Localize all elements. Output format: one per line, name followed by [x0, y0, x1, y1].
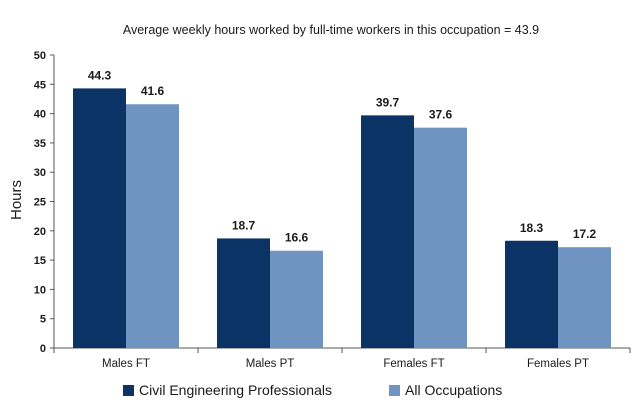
plot-area: 0 5 10 15 20 25 30 35 40 45 50 44.3 41.6 Males FT 18.7…	[34, 50, 631, 370]
bar-series-2-males-ft	[126, 104, 179, 348]
y-tick-label: 40	[34, 109, 46, 121]
y-tick-label: 15	[34, 255, 46, 267]
legend-swatch-series-2	[389, 385, 400, 396]
legend: Civil Engineering Professionals All Occup…	[123, 382, 502, 398]
legend-label: Civil Engineering Professionals	[139, 382, 332, 398]
y-tick-label: 0	[40, 343, 46, 355]
bar-series-2-females-ft	[414, 127, 467, 348]
y-tick-label: 25	[34, 197, 46, 209]
y-tick-label: 30	[34, 167, 46, 179]
bar-series-2-males-pt	[270, 250, 323, 348]
data-label: 17.2	[573, 227, 597, 241]
y-tick-label: 10	[34, 284, 46, 296]
x-category-label: Males PT	[246, 358, 295, 370]
data-label: 39.7	[376, 95, 400, 109]
y-tick-label: 45	[34, 79, 46, 91]
y-tick-label: 20	[34, 226, 46, 238]
x-category-label: Males FT	[102, 358, 150, 370]
legend-swatch-series-1	[123, 385, 134, 396]
bar-series-1-males-pt	[217, 238, 270, 348]
bar-series-2-females-pt	[558, 247, 611, 348]
chart-title: Average weekly hours worked by full-time…	[123, 23, 539, 37]
data-label: 37.6	[429, 108, 453, 122]
y-tick-label: 50	[34, 50, 46, 62]
data-label: 18.7	[232, 218, 256, 232]
bar-series-1-females-pt	[505, 240, 558, 348]
x-category-label: Females PT	[527, 358, 589, 370]
x-category-label: Females FT	[383, 358, 444, 370]
bar-series-1-females-ft	[361, 115, 414, 348]
data-label: 18.3	[520, 221, 544, 235]
legend-label: All Occupations	[405, 382, 502, 398]
y-tick-label: 5	[40, 314, 46, 326]
y-axis-title: Hours	[8, 180, 25, 220]
data-label: 41.6	[141, 84, 165, 98]
data-label: 16.6	[285, 231, 309, 245]
data-label: 44.3	[88, 68, 112, 82]
y-tick-label: 35	[34, 138, 46, 150]
bar-series-1-males-ft	[73, 88, 126, 348]
